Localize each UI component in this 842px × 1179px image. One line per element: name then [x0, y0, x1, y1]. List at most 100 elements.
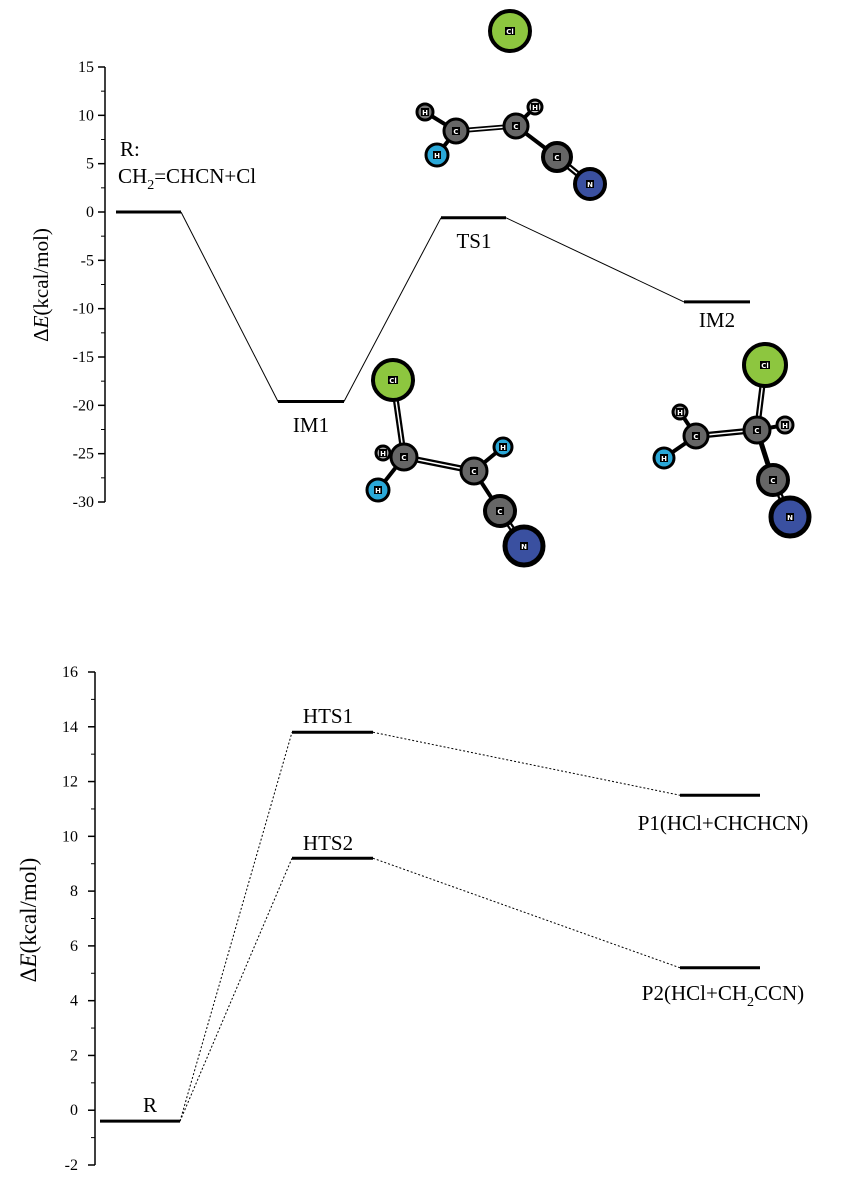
svg-text:C: C: [497, 508, 502, 516]
R-label-sub2: 2: [147, 178, 154, 193]
bottom-level-label-HTS2: HTS2: [303, 831, 353, 855]
svg-text:H: H: [375, 487, 381, 495]
y-tick-label: 4: [70, 993, 78, 1010]
y-tick-label: 12: [62, 774, 78, 791]
P2-label-pre: P2(HCl+CH: [642, 981, 747, 1005]
svg-text:H: H: [434, 152, 440, 160]
svg-text:C: C: [471, 468, 476, 476]
bottom-y-axis-title-e: E: [16, 953, 41, 968]
y-tick-label: 0: [86, 204, 94, 221]
y-tick-label: -30: [73, 494, 94, 511]
y-tick-label: 15: [78, 59, 94, 76]
R-label-ch: CH: [118, 164, 147, 188]
top-level-label-R-line2: CH2=CHCN+Cl: [118, 164, 256, 193]
connector-R-HTS2: [179, 858, 293, 1122]
y-tick-label: -10: [73, 301, 94, 318]
ts1-structure: Cl H H C C H C N: [415, 9, 607, 201]
top-y-axis-title: ΔE(kcal/mol): [29, 228, 53, 342]
y-tick-label: -20: [73, 397, 94, 414]
hydrogen-atom: H: [652, 446, 676, 470]
top-connectors: [180, 211, 685, 402]
connector-HTS1-P1: [372, 731, 681, 796]
bottom-level-label-HTS1: HTS1: [303, 704, 353, 728]
y-tick-label: 0: [70, 1102, 78, 1119]
svg-text:H: H: [422, 109, 428, 117]
nitrogen-atom: N: [502, 524, 546, 568]
hydrogen-atom: H: [415, 102, 435, 122]
hydrogen-atom: H: [526, 98, 544, 116]
y-tick-label: -25: [73, 446, 94, 463]
y-tick-label: -5: [81, 252, 94, 269]
hydrogen-atom: H: [374, 444, 392, 462]
top-y-axis-title-unit: (kcal/mol): [29, 228, 53, 315]
svg-text:C: C: [554, 154, 559, 162]
hydrogen-atom: H: [365, 477, 391, 503]
svg-text:C: C: [401, 454, 406, 462]
y-tick-label: -2: [65, 1157, 78, 1174]
connector-HTS2-P2: [372, 857, 681, 969]
y-tick-label: 10: [62, 828, 78, 845]
svg-text:H: H: [532, 104, 538, 112]
bottom-level-label-R: R: [143, 1093, 157, 1117]
top-level-label-IM2: IM2: [699, 308, 735, 332]
hydrogen-atom: H: [671, 403, 689, 421]
carbon-atom: C: [389, 442, 419, 472]
y-tick-label: 8: [70, 883, 78, 900]
svg-text:C: C: [513, 123, 518, 131]
im2-structure: Cl H H C C H C N: [652, 342, 812, 539]
top-level-label-R-line1: R:: [120, 137, 140, 161]
bottom-levels: [100, 730, 760, 1123]
top-y-axis-title-delta: Δ: [29, 328, 53, 342]
hydrogen-atom: H: [492, 436, 514, 458]
y-tick-label: 10: [78, 107, 94, 124]
y-tick-label: 5: [86, 156, 94, 173]
y-tick-label: 14: [62, 719, 78, 736]
carbon-atom: C: [502, 112, 530, 140]
carbon-atom: C: [742, 415, 772, 445]
chlorine-atom: Cl: [488, 9, 532, 53]
im1-structure: Cl H H C C H C N: [365, 358, 546, 568]
connector-IM1-TS1: [343, 217, 442, 402]
bottom-y-ticks: 16 14 12 10 8 6 4 2 0 -2: [62, 664, 95, 1174]
carbon-atom: C: [541, 141, 573, 173]
carbon-atom: C: [756, 463, 790, 497]
y-tick-label: 16: [62, 664, 78, 681]
carbon-atom: C: [442, 117, 470, 145]
svg-text:Cl: Cl: [389, 377, 397, 385]
svg-text:Cl: Cl: [506, 28, 514, 36]
connector-R-IM1: [180, 211, 279, 402]
connector-R-HTS1: [179, 732, 293, 1122]
bottom-y-axis-title-unit: (kcal/mol): [16, 858, 41, 954]
top-level-label-IM1: IM1: [293, 413, 329, 437]
carbon-atom: C: [459, 456, 489, 486]
chlorine-atom: Cl: [742, 342, 788, 388]
nitrogen-atom: N: [768, 495, 812, 539]
P2-label-sub: 2: [747, 995, 754, 1010]
y-tick-label: 2: [70, 1047, 78, 1064]
bottom-y-axis-title-delta: Δ: [16, 968, 41, 983]
svg-text:H: H: [380, 450, 386, 458]
carbon-atom: C: [483, 494, 517, 528]
svg-text:H: H: [677, 409, 683, 417]
bottom-level-label-P2: P2(HCl+CH2CCN): [642, 981, 804, 1010]
nitrogen-atom: N: [573, 167, 607, 201]
bottom-energy-profile: 16 14 12 10 8 6 4 2 0 -2 ΔE(kcal/mol) R HTS1 HTS2…: [16, 664, 808, 1174]
y-tick-label: 6: [70, 938, 78, 955]
top-level-label-TS1: TS1: [456, 229, 491, 253]
svg-text:H: H: [661, 455, 667, 463]
bottom-connectors: [179, 731, 681, 1122]
svg-text:C: C: [453, 128, 458, 136]
svg-text:C: C: [693, 433, 698, 441]
bottom-y-axis-title: ΔE(kcal/mol): [16, 858, 41, 983]
svg-text:N: N: [787, 514, 793, 522]
top-y-ticks: 15 10 5 0 -5 -10 -15 -20 -25 -30: [73, 59, 105, 511]
svg-text:N: N: [521, 543, 527, 551]
connector-TS1-IM2: [505, 217, 685, 303]
svg-text:N: N: [587, 181, 593, 189]
top-levels: [116, 210, 750, 403]
hydrogen-atom: H: [775, 415, 795, 435]
svg-text:H: H: [500, 444, 506, 452]
R-label-rest: =CHCN+Cl: [154, 164, 256, 188]
